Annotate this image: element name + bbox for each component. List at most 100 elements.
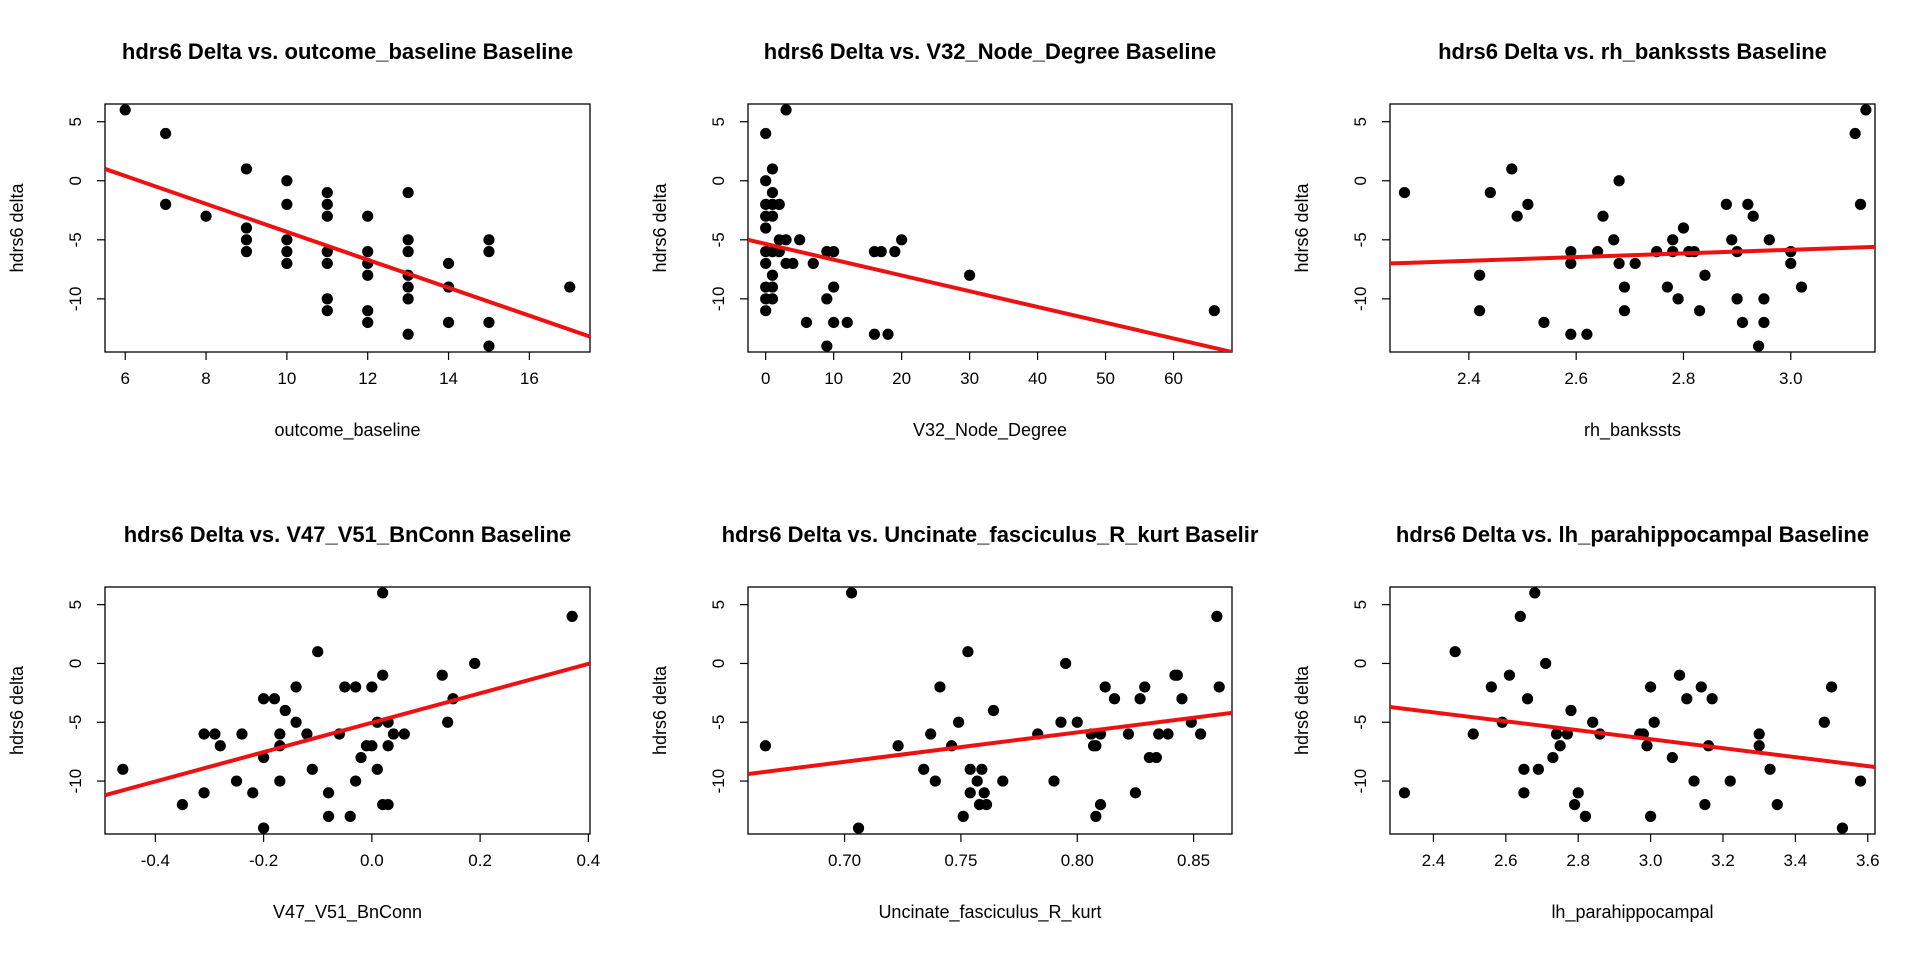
data-point	[1134, 693, 1146, 705]
data-point	[402, 281, 414, 293]
data-point	[868, 328, 881, 340]
y-axis-label: hdrs6 delta	[650, 182, 670, 272]
data-point	[1587, 716, 1599, 728]
y-tick-label: -5	[709, 715, 728, 730]
x-tick-label: 0.85	[1177, 851, 1210, 870]
data-point	[214, 740, 226, 752]
data-point	[1597, 210, 1609, 222]
data-point	[841, 316, 853, 329]
data-point	[1672, 293, 1684, 305]
data-point	[1673, 669, 1686, 681]
x-axis-label: outcome_baseline	[274, 420, 420, 441]
data-point	[1629, 257, 1641, 270]
data-point	[281, 257, 293, 270]
data-point	[787, 257, 799, 270]
x-tick-label: 8	[201, 369, 210, 388]
plot-frame	[104, 103, 591, 353]
data-point	[350, 775, 362, 787]
scatter-panel-6: hdrs6 Delta vs. lh_parahippocampal Basel…	[1292, 522, 1880, 923]
data-point	[1484, 186, 1496, 199]
data-point	[1667, 234, 1679, 246]
data-point	[1554, 740, 1566, 752]
data-point	[402, 186, 414, 199]
data-point	[301, 728, 313, 740]
y-tick-label: -5	[1351, 715, 1370, 730]
data-point	[976, 763, 988, 775]
data-point	[382, 740, 394, 752]
data-point	[934, 681, 946, 693]
y-tick-label: 5	[1351, 117, 1370, 126]
data-point	[176, 798, 189, 811]
regression-line	[105, 661, 590, 798]
data-point	[925, 728, 937, 740]
data-point	[483, 246, 495, 258]
data-point	[483, 340, 495, 352]
x-tick-label: 0.70	[828, 851, 861, 870]
data-point	[268, 693, 281, 705]
data-point	[402, 234, 414, 246]
data-point	[240, 246, 253, 258]
data-point	[1681, 693, 1693, 705]
data-point	[1090, 810, 1102, 822]
y-tick-label: -10	[709, 287, 728, 312]
data-point	[1473, 269, 1486, 281]
data-point	[1724, 775, 1736, 787]
data-point	[1503, 669, 1516, 681]
data-point	[773, 198, 785, 210]
data-point	[828, 281, 840, 293]
data-point	[760, 222, 772, 234]
data-point	[382, 798, 394, 811]
data-point	[1518, 787, 1530, 799]
data-point	[1565, 257, 1577, 270]
scatter-panel-2: hdrs6 Delta vs. V32_Node_Degree Baseline…	[650, 39, 1233, 441]
data-point	[257, 822, 270, 834]
data-point	[1849, 127, 1861, 140]
y-axis-label: hdrs6 delta	[1292, 182, 1312, 272]
regression-line	[748, 710, 1232, 776]
data-point	[1818, 716, 1830, 728]
data-point	[322, 810, 335, 822]
data-point	[209, 728, 221, 740]
x-tick-label: -0.2	[249, 851, 278, 870]
regression-line	[1390, 704, 1875, 769]
data-point	[1726, 234, 1738, 246]
data-point	[1572, 787, 1584, 799]
x-axis-label: rh_bankssts	[1584, 420, 1681, 441]
data-point	[929, 775, 941, 787]
data-point	[436, 669, 448, 681]
data-point	[1150, 751, 1162, 764]
x-tick-label: 0.0	[360, 851, 384, 870]
data-point	[1753, 740, 1765, 752]
data-point	[1618, 281, 1631, 293]
x-tick-label: 2.8	[1672, 369, 1696, 388]
y-tick-label: 5	[66, 600, 85, 609]
plot-title: hdrs6 Delta vs. rh_bankssts Baseline	[1438, 39, 1827, 64]
x-tick-label: 3.2	[1711, 851, 1735, 870]
data-point	[362, 210, 374, 222]
x-tick-label: 3.6	[1856, 851, 1880, 870]
data-point	[1211, 610, 1223, 623]
x-axis-label: V32_Node_Degree	[913, 420, 1067, 441]
data-point	[1398, 787, 1411, 799]
x-tick-label: 50	[1096, 369, 1115, 388]
x-tick-label: 2.8	[1566, 851, 1590, 870]
data-point	[1677, 222, 1690, 234]
data-point	[828, 246, 840, 258]
x-tick-label: 3.0	[1639, 851, 1663, 870]
plot-title: hdrs6 Delta vs. Uncinate_fasciculus_R_ku…	[722, 522, 1259, 547]
data-point	[766, 269, 779, 281]
data-point	[971, 775, 983, 787]
y-tick-label: 0	[709, 659, 728, 668]
x-tick-label: 2.6	[1564, 369, 1588, 388]
data-point	[306, 763, 318, 775]
data-point	[321, 210, 333, 222]
y-axis-label: hdrs6 delta	[650, 665, 670, 755]
regression-line	[748, 237, 1232, 352]
data-point	[564, 281, 576, 293]
x-tick-label: 3.4	[1784, 851, 1808, 870]
data-point	[355, 751, 367, 764]
data-point	[1521, 693, 1534, 705]
data-point	[1854, 198, 1867, 210]
data-point	[281, 175, 293, 187]
data-point	[1742, 198, 1754, 210]
